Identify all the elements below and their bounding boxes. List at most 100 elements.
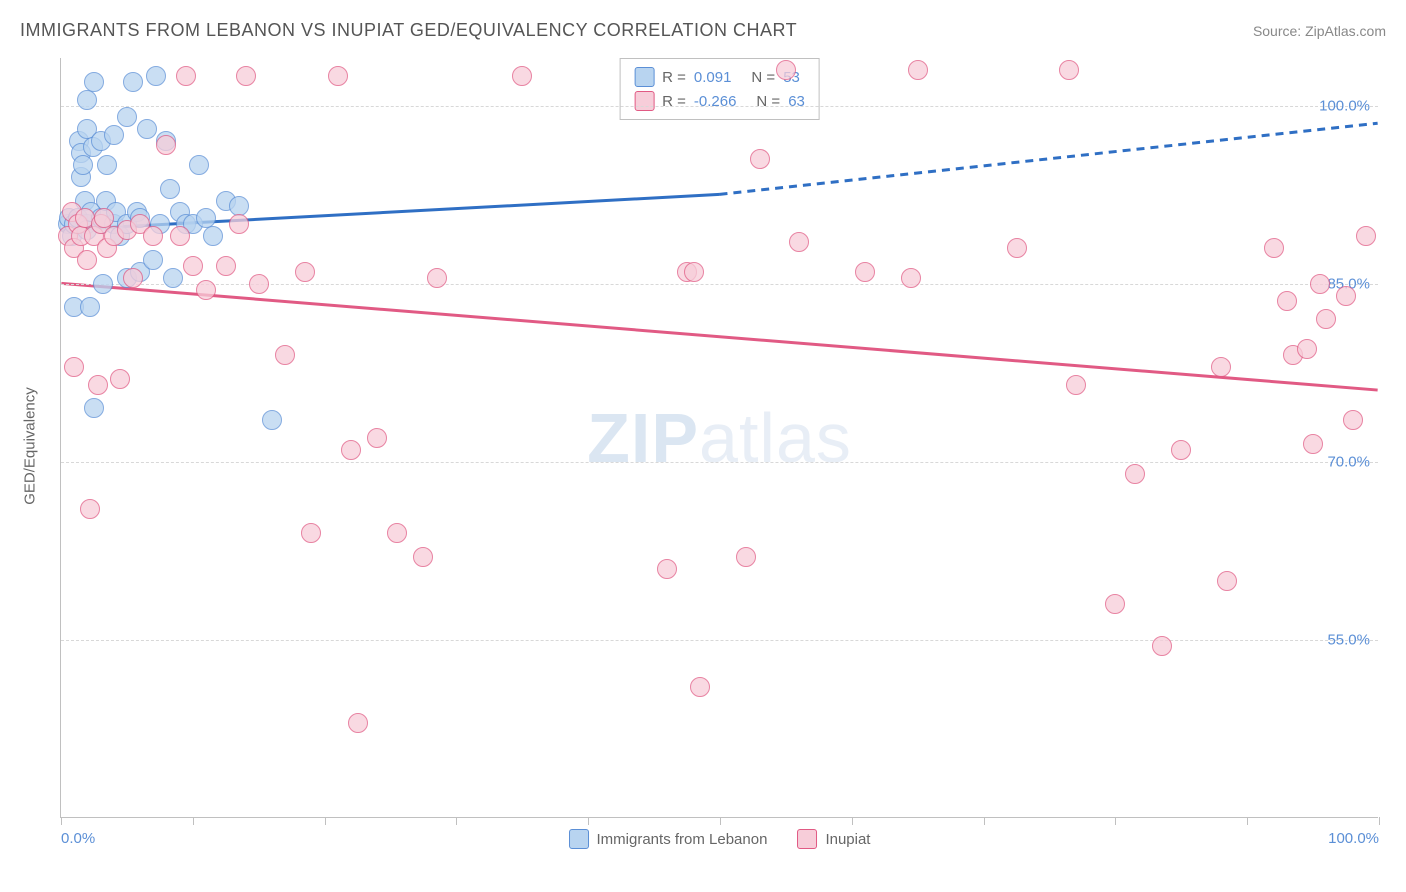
data-point-inupiat — [295, 262, 315, 282]
watermark-light: atlas — [699, 399, 852, 477]
data-point-inupiat — [908, 60, 928, 80]
data-point-inupiat — [1171, 440, 1191, 460]
data-point-inupiat — [77, 250, 97, 270]
x-tick — [1379, 817, 1380, 825]
data-point-lebanon — [93, 274, 113, 294]
data-point-lebanon — [189, 155, 209, 175]
x-tick — [456, 817, 457, 825]
x-tick — [720, 817, 721, 825]
x-tick — [193, 817, 194, 825]
legend-item-series-1: Immigrants from Lebanon — [569, 829, 768, 849]
legend-label-series-1: Immigrants from Lebanon — [597, 831, 768, 848]
data-point-lebanon — [84, 72, 104, 92]
data-point-lebanon — [163, 268, 183, 288]
data-point-inupiat — [341, 440, 361, 460]
legend-swatch-series-1-b — [569, 829, 589, 849]
data-point-inupiat — [348, 713, 368, 733]
x-tick — [1115, 817, 1116, 825]
data-point-inupiat — [684, 262, 704, 282]
data-point-inupiat — [776, 60, 796, 80]
data-point-inupiat — [275, 345, 295, 365]
x-tick-label: 0.0% — [61, 830, 95, 847]
data-point-inupiat — [1007, 238, 1027, 258]
data-point-inupiat — [789, 232, 809, 252]
data-point-inupiat — [657, 559, 677, 579]
data-point-inupiat — [1059, 60, 1079, 80]
watermark: ZIPatlas — [587, 398, 852, 478]
data-point-inupiat — [229, 214, 249, 234]
n-value-2: 63 — [788, 93, 805, 110]
data-point-inupiat — [1125, 464, 1145, 484]
data-point-inupiat — [328, 66, 348, 86]
y-tick-label: 55.0% — [1327, 631, 1370, 648]
data-point-lebanon — [146, 66, 166, 86]
data-point-inupiat — [855, 262, 875, 282]
data-point-inupiat — [88, 375, 108, 395]
data-point-inupiat — [1297, 339, 1317, 359]
data-point-lebanon — [104, 125, 124, 145]
x-tick — [325, 817, 326, 825]
grid-line — [61, 462, 1378, 463]
data-point-inupiat — [216, 256, 236, 276]
y-tick-label: 70.0% — [1327, 453, 1370, 470]
data-point-inupiat — [901, 268, 921, 288]
data-point-inupiat — [1277, 291, 1297, 311]
data-point-inupiat — [143, 226, 163, 246]
data-point-lebanon — [137, 119, 157, 139]
data-point-inupiat — [183, 256, 203, 276]
data-point-inupiat — [690, 677, 710, 697]
data-point-lebanon — [262, 410, 282, 430]
data-point-inupiat — [1310, 274, 1330, 294]
watermark-bold: ZIP — [587, 399, 699, 477]
data-point-inupiat — [413, 547, 433, 567]
data-point-inupiat — [1336, 286, 1356, 306]
data-point-lebanon — [97, 155, 117, 175]
data-point-inupiat — [1066, 375, 1086, 395]
grid-line — [61, 106, 1378, 107]
data-point-inupiat — [236, 66, 256, 86]
data-point-inupiat — [1105, 594, 1125, 614]
plot-area: ZIPatlas R = 0.091 N = 53 R = -0.266 N =… — [60, 58, 1378, 818]
data-point-inupiat — [301, 523, 321, 543]
data-point-lebanon — [117, 107, 137, 127]
data-point-inupiat — [1356, 226, 1376, 246]
data-point-inupiat — [123, 268, 143, 288]
data-point-lebanon — [123, 72, 143, 92]
x-tick — [984, 817, 985, 825]
data-point-lebanon — [80, 297, 100, 317]
legend-stats-row-2: R = -0.266 N = 63 — [634, 89, 805, 113]
data-point-inupiat — [110, 369, 130, 389]
data-point-inupiat — [1343, 410, 1363, 430]
legend-swatch-series-2-b — [797, 829, 817, 849]
n-label: N = — [756, 93, 780, 110]
data-point-inupiat — [156, 135, 176, 155]
data-point-inupiat — [249, 274, 269, 294]
data-point-inupiat — [1152, 636, 1172, 656]
data-point-lebanon — [84, 398, 104, 418]
chart-title: IMMIGRANTS FROM LEBANON VS INUPIAT GED/E… — [20, 20, 797, 41]
data-point-lebanon — [203, 226, 223, 246]
data-point-inupiat — [80, 499, 100, 519]
grid-line — [61, 640, 1378, 641]
r-label: R = — [662, 93, 686, 110]
r-label: R = — [662, 69, 686, 86]
legend-item-series-2: Inupiat — [797, 829, 870, 849]
data-point-lebanon — [77, 90, 97, 110]
x-tick — [1247, 817, 1248, 825]
source-label: Source: ZipAtlas.com — [1253, 23, 1386, 39]
n-label: N = — [751, 69, 775, 86]
data-point-lebanon — [160, 179, 180, 199]
y-axis-label: GED/Equivalency — [22, 387, 39, 505]
x-tick — [852, 817, 853, 825]
data-point-inupiat — [427, 268, 447, 288]
data-point-inupiat — [196, 280, 216, 300]
data-point-inupiat — [512, 66, 532, 86]
x-tick — [588, 817, 589, 825]
header: IMMIGRANTS FROM LEBANON VS INUPIAT GED/E… — [20, 20, 1386, 41]
data-point-inupiat — [367, 428, 387, 448]
data-point-lebanon — [143, 250, 163, 270]
x-tick-label: 100.0% — [1328, 830, 1379, 847]
data-point-inupiat — [1217, 571, 1237, 591]
legend-bottom: Immigrants from Lebanon Inupiat — [569, 829, 871, 849]
legend-swatch-series-2 — [634, 91, 654, 111]
